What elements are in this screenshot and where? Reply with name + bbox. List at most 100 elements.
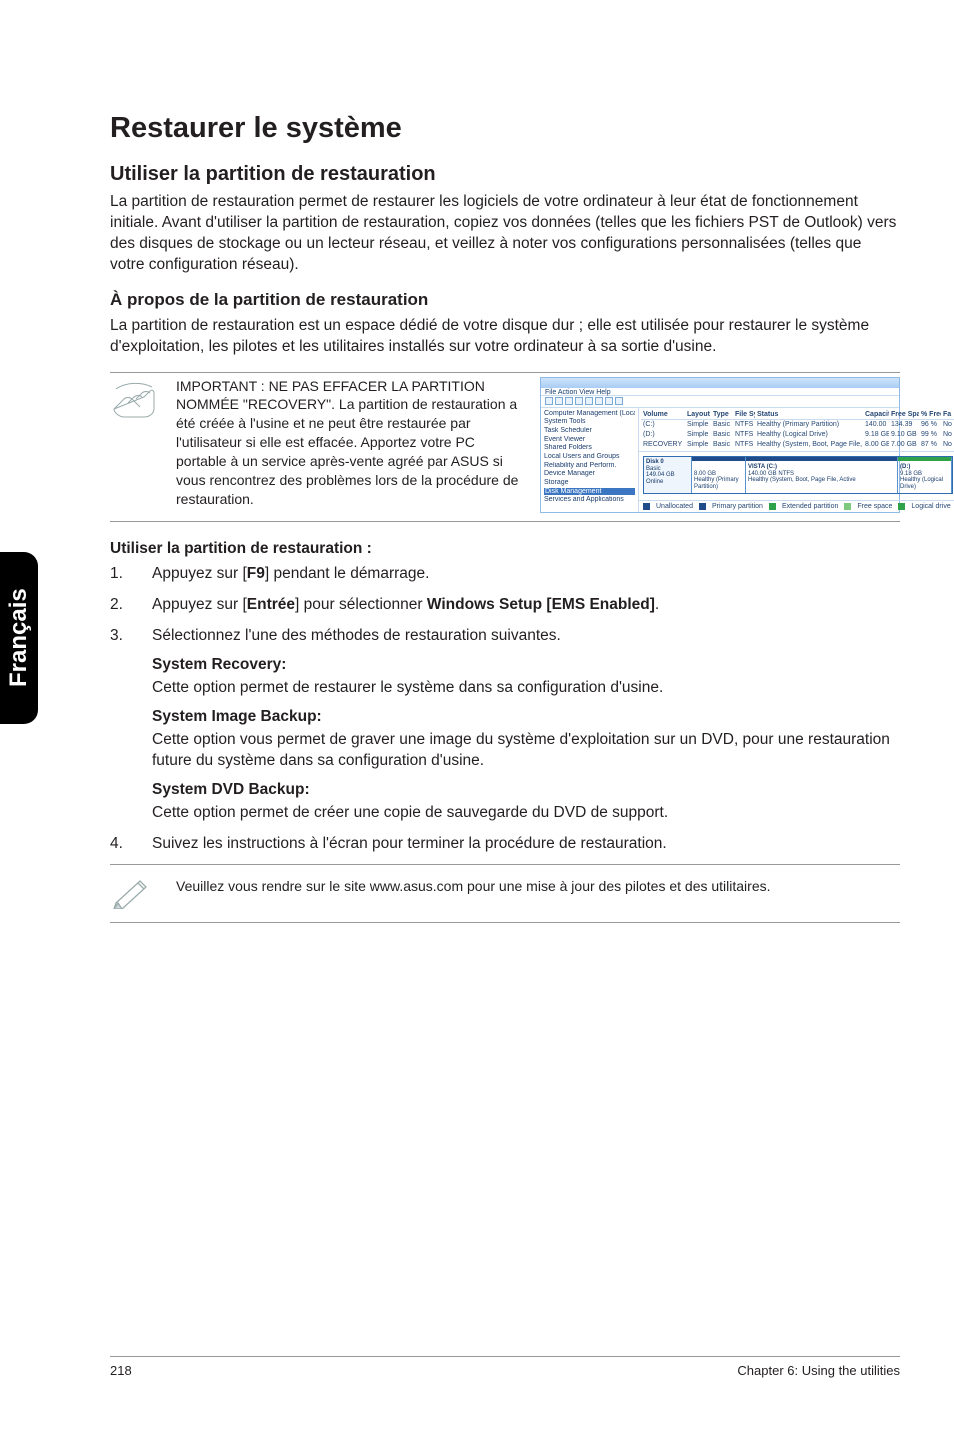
table-header: VolumeLayoutTypeFile SystemStatusCapacit…: [641, 410, 954, 421]
tree-item: Disk Management: [544, 488, 635, 496]
step-text: Suivez les instructions à l'écran pour t…: [152, 835, 667, 852]
info-note-row: Veuillez vous rendre sur le site www.asu…: [110, 864, 900, 923]
window-titlebar: [541, 378, 899, 388]
info-note-text: Veuillez vous rendre sur le site www.asu…: [176, 873, 862, 896]
steps-title: Utiliser la partition de restauration :: [110, 540, 900, 558]
chapter-label: Chapter 6: Using the utilities: [737, 1363, 900, 1378]
tree-item: Shared Folders: [544, 444, 635, 452]
table-row: (C:)SimpleBasicNTFSHealthy (Primary Part…: [641, 420, 954, 430]
tree-item: Services and Applications: [544, 496, 635, 504]
page-footer: 218 Chapter 6: Using the utilities: [110, 1356, 900, 1378]
step-item: Suivez les instructions à l'écran pour t…: [110, 834, 900, 855]
partition-bar: [746, 457, 897, 461]
hand-icon: [110, 379, 158, 419]
section-heading: Utiliser la partition de restauration: [110, 163, 900, 186]
step-item: Sélectionnez l'une des méthodes de resta…: [110, 626, 900, 823]
disk-legend: Unallocated Primary partition Extended par…: [639, 500, 954, 513]
table-body: (C:)SimpleBasicNTFSHealthy (Primary Part…: [641, 420, 954, 449]
sub-method-body: Cette option permet de créer une copie d…: [152, 803, 900, 824]
step-text: Sélectionnez l'une des méthodes de resta…: [152, 627, 561, 644]
table-cell: Healthy (Logical Drive): [755, 430, 863, 440]
disk-label: Disk 0 Basic 149.04 GB Online: [644, 457, 692, 492]
note-icon-cell: [110, 873, 176, 914]
table-col-header: Layout: [685, 410, 711, 420]
step-item: Appuyez sur [Entrée] pour sélectionner W…: [110, 595, 900, 616]
sub-method-title: System DVD Backup:: [152, 780, 900, 801]
toolbar-button: [615, 397, 623, 405]
table-cell: Healthy (Primary Partition): [755, 420, 863, 430]
step-text-bold: F9: [247, 565, 265, 582]
disk-layout-area: Disk 0 Basic 149.04 GB Online 8.00 GBHea…: [639, 452, 954, 499]
partition-text: 8.00 GBHealthy (Primary Partition): [694, 464, 743, 490]
toolbar-button: [605, 397, 613, 405]
table-cell: 134.39: [889, 420, 919, 430]
table-cell: Simple: [685, 420, 711, 430]
legend-label: Free space: [857, 503, 892, 511]
screenshot-cell: File Action View Help Computer Managemen…: [530, 377, 900, 514]
disk-row: Disk 0 Basic 149.04 GB Online 8.00 GBHea…: [643, 456, 953, 493]
tree-item: Task Scheduler: [544, 427, 635, 435]
table-cell: NTFS: [733, 420, 755, 430]
disk-label-line: Online: [646, 479, 663, 485]
disk-label-line: 149.04 GB: [646, 472, 675, 478]
table-cell: 9.18 GB: [863, 430, 889, 440]
tree-item: System Tools: [544, 418, 635, 426]
volume-table: VolumeLayoutTypeFile SystemStatusCapacit…: [639, 408, 954, 453]
table-cell: Basic: [711, 440, 733, 450]
partition-text: VISTA (C:)140.00 GB NTFSHealthy (System,…: [748, 464, 895, 484]
tree-item: Reliability and Perform.: [544, 462, 635, 470]
sub-method-title: System Image Backup:: [152, 707, 900, 728]
important-note-text: IMPORTANT : NE PAS EFFACER LA PARTITION …: [176, 377, 530, 509]
table-cell: Basic: [711, 430, 733, 440]
table-cell: NTFS: [733, 430, 755, 440]
table-cell: Simple: [685, 430, 711, 440]
table-cell: No: [941, 430, 954, 440]
table-cell: Healthy (System, Boot, Page File, Active…: [755, 440, 863, 450]
table-cell: No: [941, 440, 954, 450]
partition-bar: [898, 457, 951, 461]
step-text: Appuyez sur [: [152, 565, 247, 582]
step-text: ] pendant le démarrage.: [265, 565, 430, 582]
sub-methods: System Recovery:Cette option permet de r…: [152, 655, 900, 823]
table-col-header: Capacity: [863, 410, 889, 420]
important-note-row: IMPORTANT : NE PAS EFFACER LA PARTITION …: [110, 372, 900, 523]
step-item: Appuyez sur [F9] pendant le démarrage.: [110, 564, 900, 585]
subsection-heading: À propos de la partition de restauration: [110, 290, 900, 310]
table-cell: (C:): [641, 420, 685, 430]
toolbar-button: [595, 397, 603, 405]
toolbar-button: [545, 397, 553, 405]
disk-partitions: 8.00 GBHealthy (Primary Partition)VISTA …: [692, 457, 952, 492]
table-cell: 140.00: [863, 420, 889, 430]
toolbar-button: [555, 397, 563, 405]
legend-label: Unallocated: [656, 503, 693, 511]
table-cell: Basic: [711, 420, 733, 430]
table-cell: 99 %: [919, 430, 941, 440]
partition-cell: VISTA (C:)140.00 GB NTFSHealthy (System,…: [746, 457, 898, 492]
table-cell: 7.00 GB: [889, 440, 919, 450]
legend-label: Extended partition: [782, 503, 838, 511]
section-body: La partition de restauration permet de r…: [110, 192, 900, 276]
table-col-header: Free Space: [889, 410, 919, 420]
sub-method-body: Cette option permet de restaurer le syst…: [152, 678, 900, 699]
nav-tree: Computer Management (Local) System Tools…: [541, 408, 639, 513]
table-row: RECOVERYSimpleBasicNTFSHealthy (System, …: [641, 440, 954, 450]
legend-swatch: [844, 503, 851, 510]
legend-label: Primary partition: [712, 503, 763, 511]
tree-item: Storage: [544, 479, 635, 487]
legend-label: Logical drive: [911, 503, 950, 511]
pencil-icon: [110, 875, 152, 909]
step-text-bold: Windows Setup [EMS Enabled]: [427, 596, 655, 613]
table-cell: 87 %: [919, 440, 941, 450]
table-cell: No: [941, 420, 954, 430]
table-col-header: % Free: [919, 410, 941, 420]
toolbar-button: [565, 397, 573, 405]
step-text: ] pour sélectionner: [295, 596, 427, 613]
tree-item: Computer Management (Local): [544, 410, 635, 418]
sub-method-title: System Recovery:: [152, 655, 900, 676]
window-toolbar: [541, 396, 899, 408]
legend-swatch: [643, 503, 650, 510]
partition-bar: [692, 457, 745, 461]
table-cell: Simple: [685, 440, 711, 450]
page-number: 218: [110, 1363, 132, 1378]
table-cell: RECOVERY: [641, 440, 685, 450]
